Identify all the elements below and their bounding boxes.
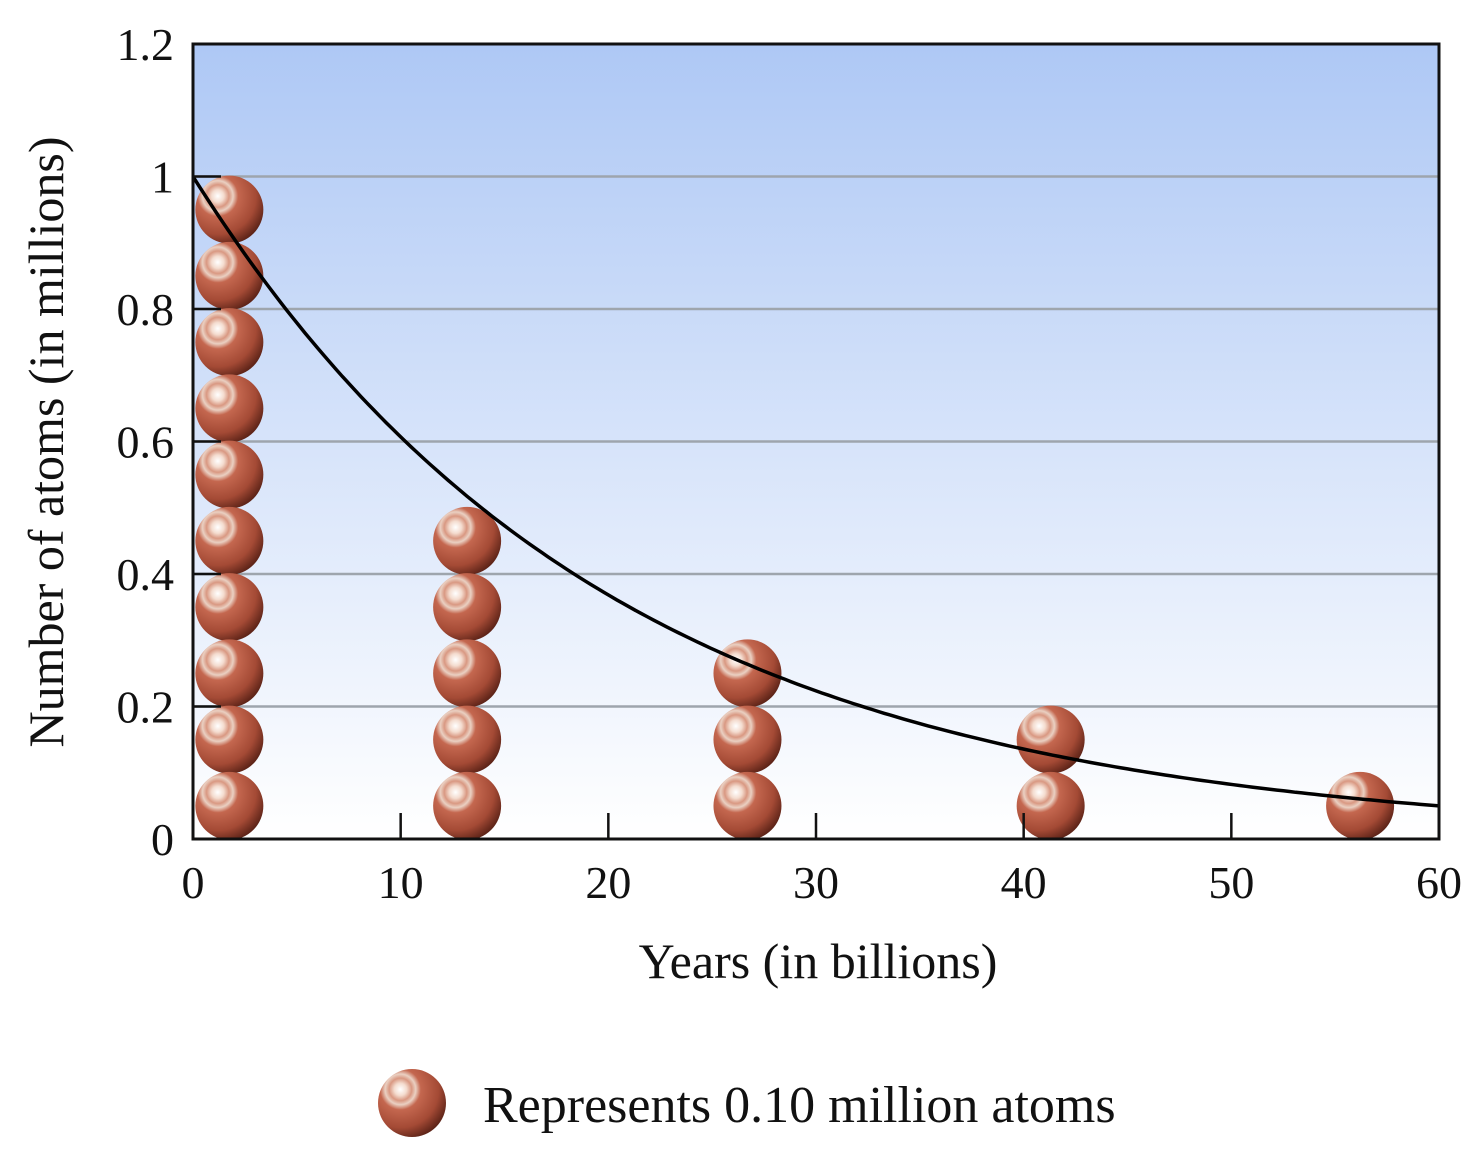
y-tick-label: 1.2 xyxy=(117,19,175,70)
atom-marker xyxy=(195,440,264,509)
atom-marker xyxy=(433,705,502,774)
y-tick-label: 0.4 xyxy=(117,549,175,600)
atom-marker xyxy=(433,639,502,708)
atom-marker xyxy=(713,705,782,774)
legend-label: Represents 0.10 million atoms xyxy=(483,1077,1116,1134)
atom-marker xyxy=(1016,771,1085,839)
x-tick-label: 50 xyxy=(1208,857,1254,908)
atom-marker xyxy=(713,771,782,839)
x-tick-label: 60 xyxy=(1416,857,1462,908)
atom-marker xyxy=(1326,771,1395,839)
x-axis-ticks: 0 10 20 30 40 50 60 xyxy=(182,813,1462,908)
x-axis-title: Years (in billions) xyxy=(639,933,998,989)
atom-marker xyxy=(195,308,264,377)
decay-curve xyxy=(193,175,1439,808)
atom-marker xyxy=(195,374,264,443)
x-tick-label: 40 xyxy=(1001,857,1047,908)
atom-markers xyxy=(195,175,1395,839)
x-tick-label: 10 xyxy=(378,857,424,908)
atom-marker xyxy=(433,771,502,839)
gridlines xyxy=(193,175,1439,708)
y-axis-title: Number of atoms (in millions) xyxy=(18,136,74,747)
y-tick-label: 1 xyxy=(151,152,174,203)
y-tick-label: 0 xyxy=(151,814,174,865)
y-axis-ticks: 0 0.2 0.4 0.6 0.8 1 1.2 xyxy=(117,19,221,865)
y-tick-label: 0.6 xyxy=(117,417,175,468)
atom-marker xyxy=(195,573,264,642)
atom-marker xyxy=(433,506,502,575)
atom-marker xyxy=(195,241,264,310)
y-tick-label: 0.2 xyxy=(117,682,175,733)
atom-marker xyxy=(433,573,502,642)
x-tick-label: 0 xyxy=(182,857,205,908)
atom-marker xyxy=(195,506,264,575)
x-tick-label: 30 xyxy=(793,857,839,908)
legend-atom-icon xyxy=(378,1069,446,1137)
legend: Represents 0.10 million atoms xyxy=(378,1069,1116,1137)
y-tick-label: 0.8 xyxy=(117,284,175,335)
atom-marker xyxy=(195,705,264,774)
x-tick-label: 20 xyxy=(585,857,631,908)
atom-marker xyxy=(1016,705,1085,774)
atom-marker xyxy=(195,175,264,244)
atom-marker xyxy=(195,639,264,708)
atom-marker xyxy=(195,771,264,839)
